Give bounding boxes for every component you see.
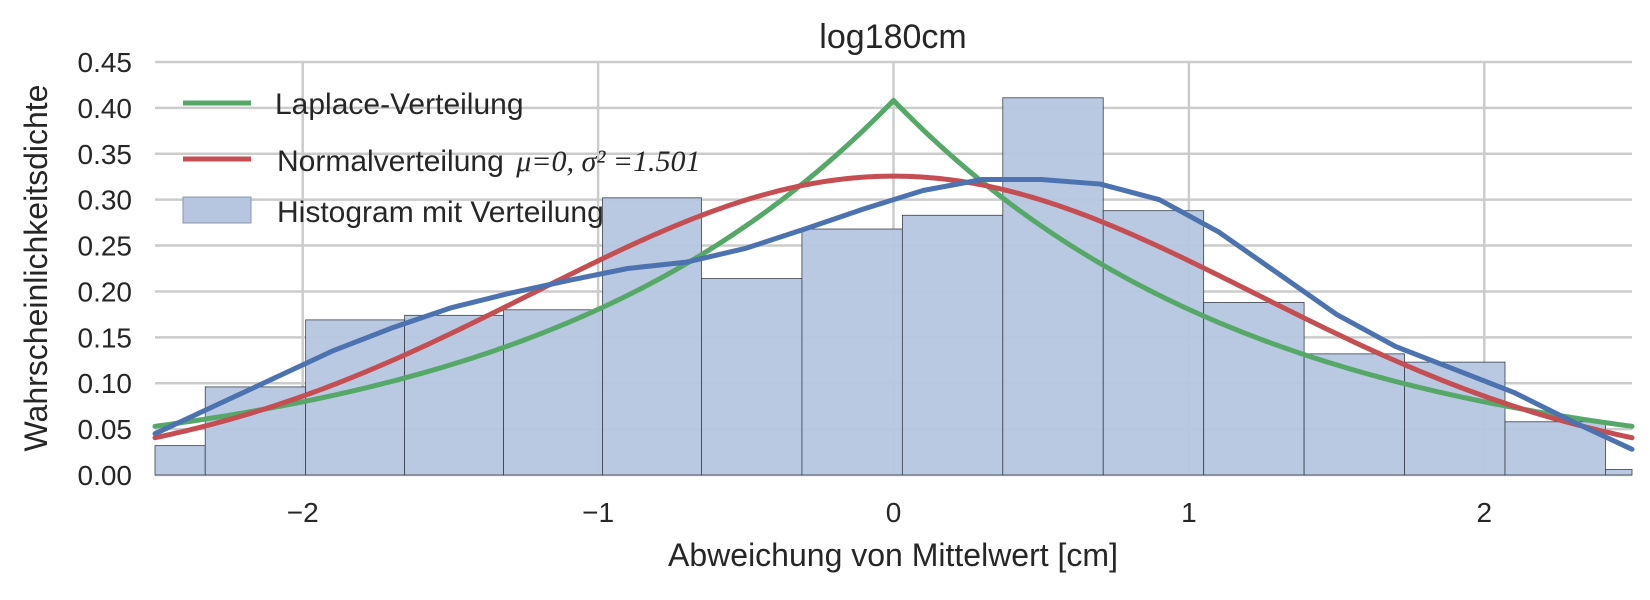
y-tick-label: 0.20 bbox=[78, 276, 133, 307]
legend-normal-entry: Normalverteilung μ=0, σ² =1.501 bbox=[277, 145, 701, 178]
legend-histogram-label: Histogram mit Verteilung bbox=[277, 196, 604, 229]
series-line-normal bbox=[152, 173, 1635, 441]
x-axis-ticks: −2 −1 0 1 2 bbox=[287, 497, 1492, 528]
y-tick-label: 0.15 bbox=[78, 322, 133, 353]
y-tick-label: 0.40 bbox=[78, 93, 133, 124]
legend-normal-label: Normalverteilung bbox=[277, 145, 504, 178]
x-tick-label: 1 bbox=[1181, 497, 1197, 528]
histogram-bar bbox=[1102, 210, 1205, 476]
x-tick-label: −1 bbox=[582, 497, 614, 528]
legend-laplace-label: Laplace-Verteilung bbox=[275, 88, 524, 121]
histogram-bars bbox=[154, 97, 1633, 476]
histogram-bar bbox=[801, 228, 903, 476]
histogram-bar bbox=[701, 278, 803, 476]
x-axis-title: Abweichung von Mittelwert [cm] bbox=[668, 537, 1118, 573]
x-tick-label: 0 bbox=[886, 497, 902, 528]
histogram-bar bbox=[1203, 302, 1305, 476]
legend: Laplace-Verteilung Normalverteilung μ=0,… bbox=[182, 88, 701, 229]
y-tick-label: 0.45 bbox=[78, 47, 133, 78]
series-line-laplace bbox=[152, 97, 1635, 429]
histogram-bar bbox=[602, 197, 702, 476]
histogram-bar bbox=[503, 309, 603, 476]
y-tick-label: 0.05 bbox=[78, 414, 133, 445]
chart-title: log180cm bbox=[819, 18, 966, 56]
y-tick-label: 0.30 bbox=[78, 185, 133, 216]
y-tick-label: 0.25 bbox=[78, 231, 133, 262]
histogram-bar bbox=[1404, 361, 1506, 476]
y-axis-ticks: 0.00 0.05 0.10 0.15 0.20 0.25 0.30 0.35 0.40 0.45 bbox=[78, 47, 133, 491]
y-axis-title: Wahrscheinlichkeitsdichte bbox=[18, 85, 54, 452]
y-tick-label: 0.00 bbox=[78, 460, 133, 491]
y-tick-label: 0.35 bbox=[78, 139, 133, 170]
distribution-curves bbox=[152, 97, 1635, 452]
x-tick-label: −2 bbox=[287, 497, 319, 528]
y-tick-label: 0.10 bbox=[78, 368, 133, 399]
legend-normal-params: μ=0, σ² =1.501 bbox=[515, 145, 700, 178]
x-tick-label: 2 bbox=[1477, 497, 1493, 528]
histogram-bar bbox=[1303, 353, 1405, 476]
histogram-bar bbox=[1605, 469, 1633, 476]
series-line-kde bbox=[152, 176, 1635, 452]
histogram-bar bbox=[154, 445, 206, 476]
histogram-bar bbox=[901, 214, 1004, 476]
histogram-bar bbox=[1002, 97, 1104, 476]
histogram-bar bbox=[404, 314, 504, 476]
legend-histogram-swatch bbox=[182, 196, 252, 224]
